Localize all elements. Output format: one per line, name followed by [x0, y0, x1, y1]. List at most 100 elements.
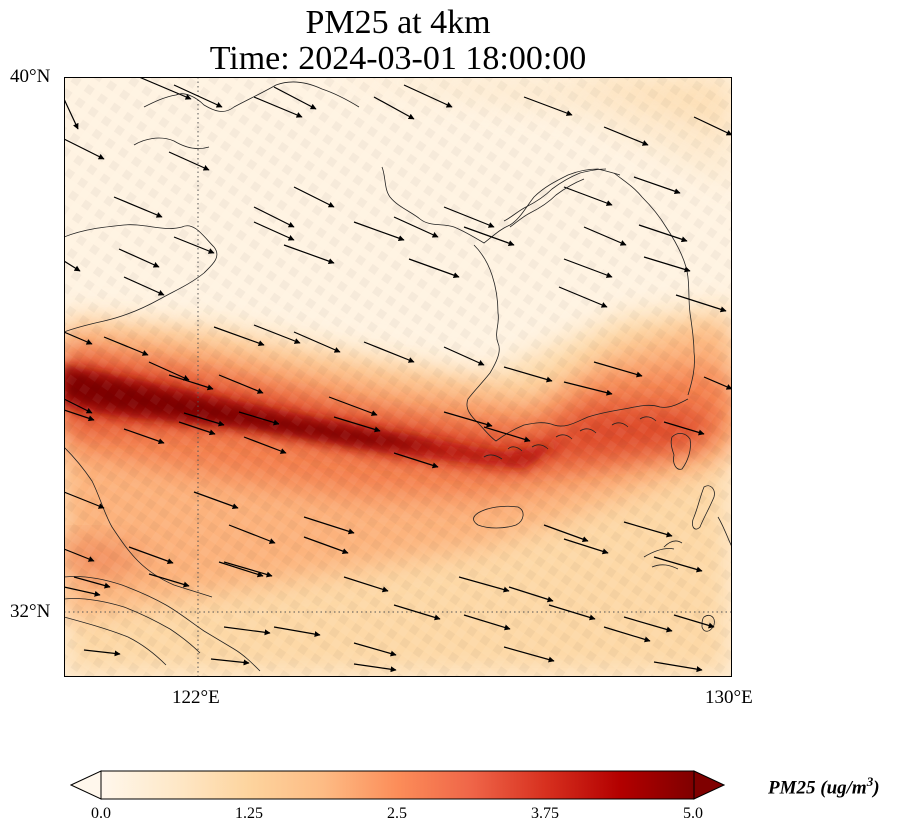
colorbar-label: PM25 (ug/m3)	[768, 774, 880, 799]
wind-arrow	[303, 516, 355, 535]
wind-arrow	[663, 421, 705, 436]
wind-arrow	[253, 96, 303, 118]
wind-arrow	[273, 86, 317, 110]
wind-arrow	[643, 256, 691, 273]
title-time: Time: 2024-03-01 18:00:00	[209, 40, 587, 77]
wind-arrow	[223, 626, 271, 636]
wind-arrow	[443, 346, 485, 366]
wind-arrow	[563, 538, 609, 555]
pm25-map	[64, 77, 732, 677]
title-variable: PM25 at 4km	[305, 4, 491, 41]
wind-arrow	[693, 116, 732, 136]
wind-arrow	[213, 326, 265, 346]
wind-arrow	[638, 224, 688, 243]
wind-arrow	[103, 336, 149, 356]
colorbar	[69, 770, 726, 800]
colorbar-gradient	[100, 770, 695, 800]
wind-arrow	[138, 77, 192, 100]
wind-arrow	[523, 96, 573, 116]
wind-arrow	[343, 576, 389, 593]
wind-arrow	[653, 661, 703, 673]
wind-arrow	[210, 658, 250, 666]
wind-arrow	[393, 216, 439, 238]
wind-vectors	[64, 77, 732, 673]
map-frame	[64, 77, 732, 677]
wind-arrow	[303, 536, 349, 554]
wind-arrow	[64, 491, 105, 509]
wind-arrow	[548, 604, 596, 621]
colorbar-max-extend	[693, 770, 726, 800]
wind-arrow	[443, 411, 493, 428]
lat-label-40n: 40°N	[10, 66, 51, 87]
wind-arrow	[703, 376, 732, 390]
wind-arrow	[64, 398, 93, 414]
wind-arrow	[443, 206, 495, 228]
wind-arrow	[623, 616, 673, 633]
wind-arrow	[148, 573, 190, 588]
wind-arrow	[503, 646, 555, 663]
wind-arrow	[503, 366, 553, 383]
wind-arrow	[393, 452, 439, 469]
wind-arrow	[73, 576, 111, 589]
wind-arrow	[543, 524, 589, 542]
wind-arrow	[193, 491, 239, 509]
lon-label-122e: 122°E	[172, 687, 220, 708]
wind-arrow	[363, 341, 415, 363]
wind-arrow	[228, 524, 276, 544]
wind-arrow	[168, 151, 210, 171]
wind-arrow	[128, 546, 174, 564]
wind-arrow	[563, 381, 613, 396]
wind-arrow	[218, 374, 264, 394]
wind-arrow	[123, 428, 165, 445]
wind-arrow	[123, 276, 165, 296]
wind-arrow	[223, 561, 273, 578]
wind-arrow	[238, 411, 280, 426]
map-panel	[64, 77, 732, 677]
wind-arrow	[253, 221, 295, 241]
wind-arrow	[253, 206, 295, 228]
wind-arrow	[218, 561, 264, 578]
colorbar-tick-3: 3.75	[531, 805, 559, 822]
colorbar-tick-2: 2.5	[387, 805, 407, 822]
wind-arrow	[283, 244, 335, 264]
wind-arrow	[563, 258, 613, 278]
wind-arrow	[583, 226, 627, 246]
colorbar-tick-4: 5.0	[683, 805, 703, 822]
wind-arrow	[623, 521, 673, 538]
wind-arrow	[558, 286, 608, 308]
wind-arrow	[64, 331, 93, 345]
wind-arrow	[373, 96, 415, 120]
wind-arrow	[64, 586, 101, 597]
wind-arrow	[293, 331, 341, 353]
wind-arrow	[273, 626, 321, 638]
wind-arrow	[408, 258, 460, 278]
wind-arrow	[393, 604, 441, 621]
wind-arrow	[168, 374, 214, 391]
wind-arrow	[633, 176, 681, 195]
wind-arrow	[328, 396, 378, 416]
wind-arrow	[593, 361, 643, 378]
wind-arrow	[64, 548, 95, 562]
wind-arrow	[463, 614, 511, 631]
wind-arrow	[83, 649, 121, 657]
gridlines	[64, 77, 732, 677]
wind-arrow	[675, 294, 727, 313]
wind-arrow	[173, 84, 223, 108]
wind-arrow	[673, 614, 715, 629]
wind-arrow	[603, 626, 651, 643]
wind-arrow	[508, 586, 554, 603]
pm25-field	[64, 77, 732, 677]
wind-arrow	[483, 426, 531, 443]
lon-label-130e: 130°E	[705, 687, 753, 708]
wind-arrow	[353, 221, 405, 241]
wind-arrow	[463, 226, 515, 246]
wind-arrow	[113, 196, 163, 218]
wind-arrow	[148, 361, 190, 381]
wind-arrow	[603, 126, 649, 146]
wind-arrow	[458, 576, 510, 593]
wind-arrow	[253, 324, 301, 344]
wind-arrow	[563, 186, 613, 206]
wind-arrow	[183, 412, 225, 427]
wind-arrow	[353, 642, 397, 657]
colorbar-min-extend	[69, 770, 102, 800]
